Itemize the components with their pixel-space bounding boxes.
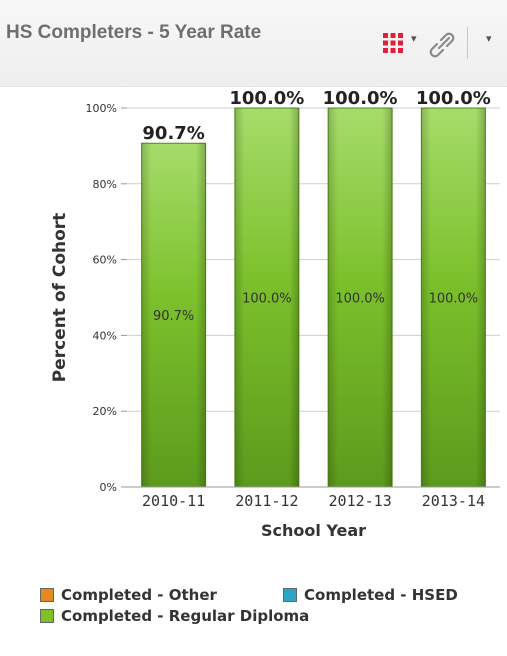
legend-swatch-other bbox=[40, 588, 54, 602]
legend-label-other: Completed - Other bbox=[61, 586, 217, 604]
legend-item-hsed[interactable]: Completed - HSED bbox=[283, 586, 458, 604]
link-icon[interactable] bbox=[425, 28, 459, 60]
chart-header: HS Completers - 5 Year Rate ▾ ▾ bbox=[0, 0, 507, 87]
total-label: 100.0% bbox=[416, 88, 491, 109]
toolbar-separator bbox=[467, 27, 468, 59]
y-tick-label: 40% bbox=[93, 329, 117, 342]
y-tick-label: 0% bbox=[100, 481, 117, 494]
x-tick-label: 2012-13 bbox=[329, 492, 392, 510]
legend-swatch-hsed bbox=[283, 588, 297, 602]
x-axis-label: School Year bbox=[261, 521, 366, 540]
legend-label-regular-diploma: Completed - Regular Diploma bbox=[61, 607, 310, 625]
x-tick-label: 2013-14 bbox=[422, 492, 485, 510]
bar-data-label: 100.0% bbox=[429, 292, 479, 307]
legend-swatch-regular-diploma bbox=[40, 609, 54, 623]
options-dropdown-icon[interactable]: ▾ bbox=[486, 32, 492, 45]
y-axis-label: Percent of Cohort bbox=[50, 213, 70, 383]
grid-menu-icon[interactable] bbox=[382, 32, 404, 54]
legend-label-hsed: Completed - HSED bbox=[304, 586, 458, 604]
total-label: 90.7% bbox=[142, 123, 204, 144]
y-tick-label: 20% bbox=[93, 405, 117, 418]
total-label: 100.0% bbox=[323, 88, 398, 109]
legend-item-regular-diploma[interactable]: Completed - Regular Diploma bbox=[40, 607, 309, 625]
bar-chart: 0% 20% 40% 60% 80% 100% 2010-11 90.7% 90.7% 2011… bbox=[50, 88, 500, 540]
x-tick-label: 2010-11 bbox=[142, 492, 205, 510]
bar-shade-2012-13 bbox=[328, 108, 393, 487]
total-label: 100.0% bbox=[229, 88, 304, 109]
x-tick-label: 2011-12 bbox=[235, 492, 298, 510]
bar-data-label: 100.0% bbox=[242, 292, 292, 307]
grid-menu-dropdown-icon[interactable]: ▾ bbox=[411, 32, 417, 45]
bar-shade-2013-14 bbox=[421, 108, 486, 487]
legend-item-other[interactable]: Completed - Other bbox=[40, 586, 217, 604]
chart-title: HS Completers - 5 Year Rate bbox=[6, 22, 262, 43]
y-tick-label: 60% bbox=[93, 254, 117, 267]
bar-data-label: 100.0% bbox=[335, 292, 385, 307]
y-tick-label: 100% bbox=[86, 102, 117, 115]
y-tick-label: 80% bbox=[93, 178, 117, 191]
bar-shade-2010-11 bbox=[141, 143, 206, 487]
bar-shade-2011-12 bbox=[234, 108, 299, 487]
bar-data-label: 90.7% bbox=[153, 309, 194, 324]
